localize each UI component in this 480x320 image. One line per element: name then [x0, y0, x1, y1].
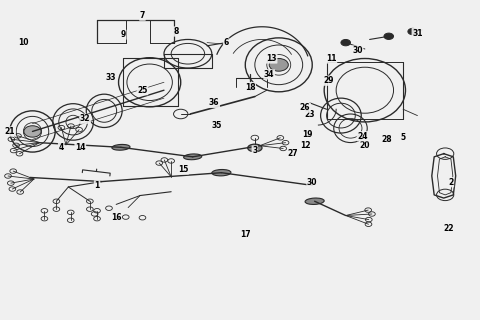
- Text: 11: 11: [325, 54, 336, 63]
- Circle shape: [24, 126, 41, 137]
- Text: 29: 29: [323, 76, 334, 85]
- Text: 27: 27: [287, 149, 298, 158]
- Circle shape: [269, 59, 288, 71]
- Text: 10: 10: [18, 38, 28, 47]
- Text: 22: 22: [443, 224, 453, 233]
- Text: 20: 20: [359, 141, 369, 150]
- Circle shape: [383, 33, 393, 39]
- Text: 26: 26: [299, 103, 310, 112]
- Text: 24: 24: [357, 132, 367, 141]
- Text: 1: 1: [94, 181, 99, 190]
- Text: 33: 33: [105, 73, 115, 82]
- Text: 32: 32: [80, 114, 90, 123]
- Text: 30: 30: [306, 178, 317, 187]
- Ellipse shape: [211, 170, 230, 176]
- Text: 16: 16: [111, 212, 121, 222]
- Text: 3: 3: [252, 146, 257, 155]
- Text: 30: 30: [352, 46, 362, 55]
- Text: 15: 15: [178, 165, 188, 174]
- Text: 4: 4: [59, 143, 64, 152]
- Text: 25: 25: [137, 86, 147, 95]
- Text: 6: 6: [223, 38, 228, 47]
- Text: 19: 19: [301, 130, 312, 139]
- Text: 21: 21: [5, 127, 15, 136]
- Ellipse shape: [304, 198, 324, 204]
- Text: 5: 5: [400, 133, 405, 142]
- Text: 8: 8: [173, 27, 178, 36]
- Text: 36: 36: [208, 99, 219, 108]
- Text: 18: 18: [244, 83, 255, 92]
- Text: 14: 14: [75, 143, 85, 152]
- Text: 28: 28: [380, 135, 391, 144]
- Circle shape: [407, 28, 417, 35]
- Text: 31: 31: [411, 28, 422, 38]
- Text: 12: 12: [299, 141, 310, 150]
- Text: 23: 23: [304, 109, 314, 118]
- Text: 2: 2: [447, 178, 453, 187]
- Text: 17: 17: [240, 230, 250, 239]
- Ellipse shape: [112, 144, 130, 150]
- Text: 7: 7: [140, 11, 145, 20]
- Text: 9: 9: [120, 30, 126, 39]
- Ellipse shape: [183, 154, 201, 160]
- Text: 13: 13: [266, 54, 276, 63]
- Circle shape: [340, 39, 350, 46]
- Text: 34: 34: [264, 70, 274, 79]
- Text: 35: 35: [211, 121, 221, 130]
- Ellipse shape: [247, 144, 262, 152]
